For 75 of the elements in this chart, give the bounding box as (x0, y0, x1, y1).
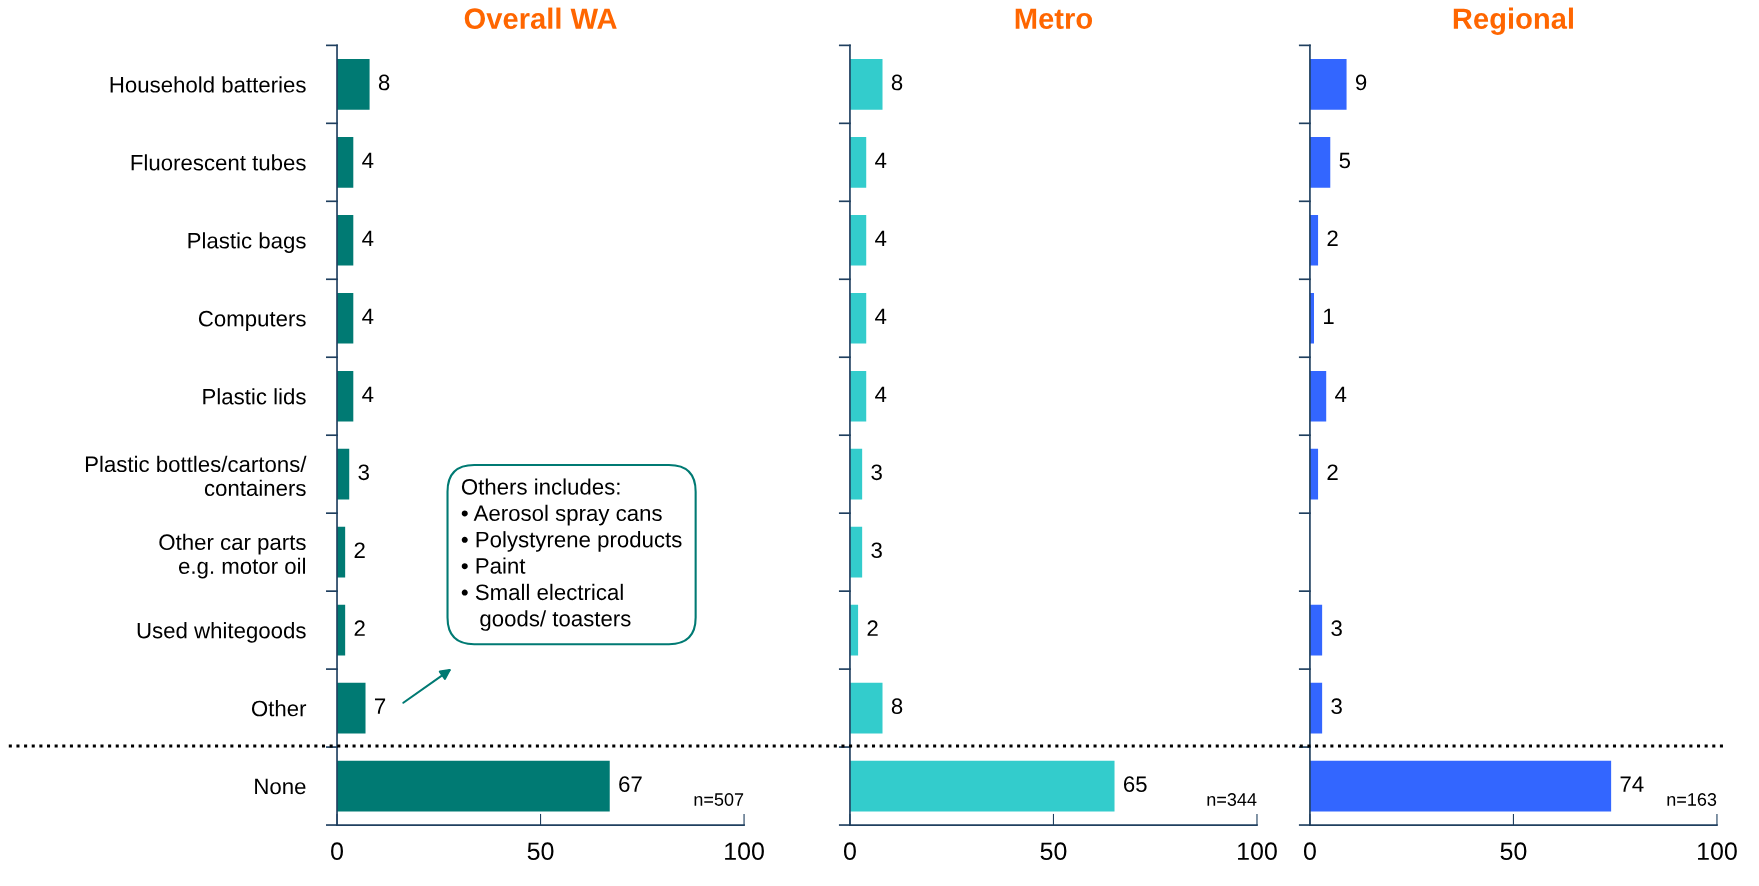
data-label: 2 (354, 542, 365, 558)
x-tick-label: 100 (725, 842, 764, 861)
data-label: 4 (1335, 386, 1347, 402)
data-label: 7 (374, 698, 386, 714)
data-label: 2 (1327, 464, 1338, 480)
bar (337, 136, 354, 188)
data-label: 5 (1339, 152, 1351, 169)
y-tick-label: Used whitegoods (137, 622, 306, 643)
y-tick-label: Fluorescent tubes (131, 154, 306, 171)
bar (1309, 59, 1347, 110)
y-tick-label: Plastic bags (188, 232, 306, 253)
data-label: 4 (362, 386, 374, 402)
data-label: 2 (867, 620, 878, 636)
bar (849, 214, 867, 266)
chart-title: Regional (1453, 7, 1573, 35)
x-tick-label: 0 (843, 842, 856, 861)
x-tick-label: 50 (1040, 842, 1067, 861)
bar (1309, 760, 1612, 812)
x-tick-label: 100 (1698, 842, 1737, 861)
bar (849, 448, 863, 500)
x-tick-label: 100 (1238, 842, 1277, 861)
annotation: n=163 (1667, 793, 1717, 806)
bar (337, 448, 350, 500)
y-tick-label: Plastic bottles/cartons/ containers (85, 455, 307, 497)
y-tick-label: Plastic lids (203, 388, 306, 405)
bar (849, 760, 1115, 812)
annotation: Others includes: • Aerosol spray cans • Polystyrene products • Paint • Small electrical goods/ toasters (461, 478, 682, 631)
data-label: 9 (1355, 74, 1367, 91)
x-tick-label: 50 (527, 842, 554, 861)
data-label: 3 (1331, 620, 1342, 637)
data-label: 3 (1331, 698, 1342, 715)
bar (337, 59, 370, 110)
bar (849, 292, 867, 344)
bar (849, 136, 867, 188)
bar (849, 59, 883, 110)
y-tick-label: Household batteries (110, 76, 306, 93)
data-label: 3 (358, 464, 369, 481)
data-label: 74 (1620, 776, 1644, 792)
data-label: 3 (871, 464, 882, 481)
data-label: 4 (875, 230, 887, 247)
chart-title: Overall WA (464, 7, 617, 29)
data-label: 65 (1123, 776, 1147, 793)
bar (849, 370, 867, 422)
bar (337, 370, 354, 422)
chart-title: Metro (1015, 8, 1093, 29)
data-label: 4 (362, 230, 374, 247)
data-label: 8 (891, 698, 903, 715)
annotation: n=507 (694, 793, 744, 806)
bar (337, 292, 354, 344)
data-label: 4 (875, 386, 887, 402)
bar (337, 214, 354, 266)
bar (849, 682, 883, 734)
y-tick-label: Other car parts e.g. motor oil (159, 533, 306, 579)
data-label: 67 (619, 776, 642, 793)
x-tick-label: 50 (1500, 842, 1527, 861)
data-label: 2 (354, 620, 365, 636)
x-tick-label: 0 (1303, 842, 1316, 861)
bar (337, 682, 366, 734)
y-tick-label: Computers (198, 310, 306, 331)
x-tick-label: 0 (331, 842, 343, 861)
data-label: 8 (378, 74, 390, 91)
data-label: 2 (1327, 230, 1338, 247)
data-label: 4 (875, 152, 887, 169)
data-label: 1 (1324, 308, 1334, 324)
data-label: 8 (891, 74, 903, 91)
data-label: 4 (875, 308, 887, 324)
data-label: 3 (871, 542, 882, 559)
annotation: n=344 (1207, 793, 1257, 806)
y-tick-label: None (255, 778, 306, 795)
bar (1309, 370, 1327, 422)
y-tick-label: Other (251, 700, 307, 717)
data-label: 4 (362, 152, 374, 169)
bar (337, 760, 610, 812)
data-label: 4 (362, 308, 374, 324)
bar (1309, 136, 1331, 188)
